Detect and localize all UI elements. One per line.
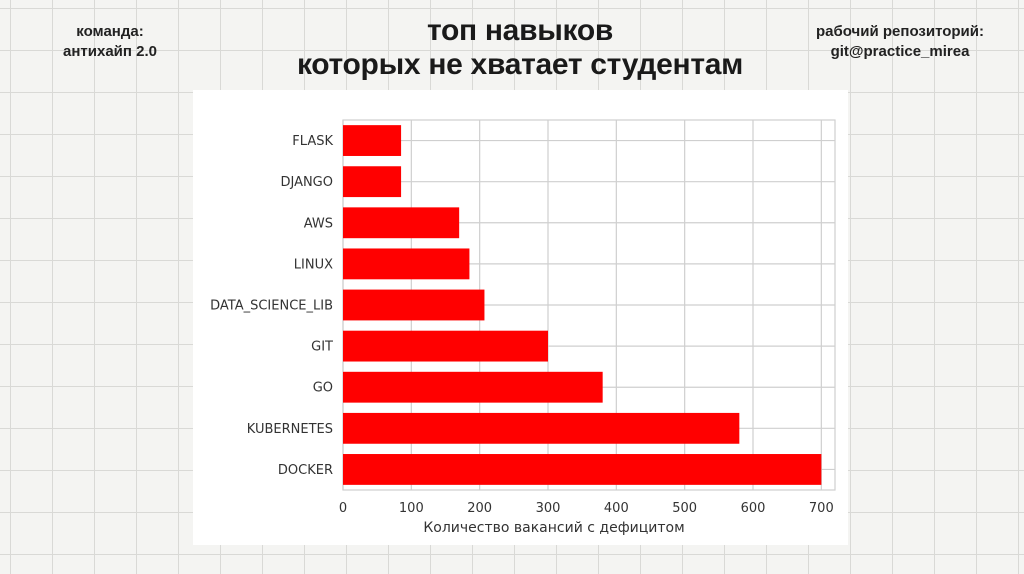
y-tick-label: KUBERNETES	[247, 422, 333, 437]
page-title: топ навыков которых не хватает студентам	[220, 14, 820, 82]
x-tick-label: 200	[467, 501, 492, 516]
bar-kubernetes	[343, 412, 740, 444]
x-tick-label: 100	[399, 501, 424, 516]
bar-chart: 0 100 200 300 400 500 600 700 FLASK DJANGO AWS LINU…	[210, 119, 836, 536]
bar-linux	[343, 248, 470, 280]
title-line-1: топ навыков	[426, 14, 614, 47]
x-tick-label: 700	[809, 501, 834, 516]
bar-layer	[343, 125, 822, 485]
x-tick-label: 0	[339, 501, 347, 516]
bar-docker	[343, 454, 822, 485]
y-tick-label: DJANGO	[280, 175, 333, 190]
y-tick-label: DATA_SCIENCE_LIB	[210, 299, 333, 314]
repo-block: рабочий репозиторий: git@practice_mirea	[800, 22, 1000, 62]
bar-flask	[343, 125, 402, 156]
bar-aws	[343, 207, 460, 239]
bar-django	[343, 166, 402, 198]
x-tick-label: 600	[741, 501, 766, 516]
chart-card: 0 100 200 300 400 500 600 700 FLASK DJANGO AWS LINU…	[193, 90, 848, 545]
bar-git	[343, 330, 548, 362]
team-label: команда:	[76, 23, 144, 40]
team-name: антихайп 2.0	[63, 43, 157, 60]
y-tick-label: FLASK	[292, 134, 333, 149]
x-tick-label: 400	[604, 501, 629, 516]
team-block: команда: антихайп 2.0	[40, 22, 180, 62]
repo-name: git@practice_mirea	[830, 43, 970, 60]
y-tick-label: GIT	[311, 340, 333, 355]
title-line-2: которых не хватает студентам	[296, 48, 744, 81]
x-tick-label: 300	[536, 501, 561, 516]
x-axis-label: Количество вакансий с дефицитом	[423, 520, 684, 536]
x-tick-label: 500	[672, 501, 697, 516]
repo-label: рабочий репозиторий:	[816, 23, 984, 40]
bar-go	[343, 371, 603, 403]
label-layer: 0 100 200 300 400 500 600 700 FLASK DJANGO AWS LINU…	[210, 134, 834, 516]
y-tick-label: GO	[313, 381, 333, 396]
y-tick-label: LINUX	[294, 257, 333, 272]
bar-data-science-lib	[343, 289, 485, 321]
y-tick-label: AWS	[304, 216, 333, 231]
y-tick-label: DOCKER	[278, 463, 333, 478]
